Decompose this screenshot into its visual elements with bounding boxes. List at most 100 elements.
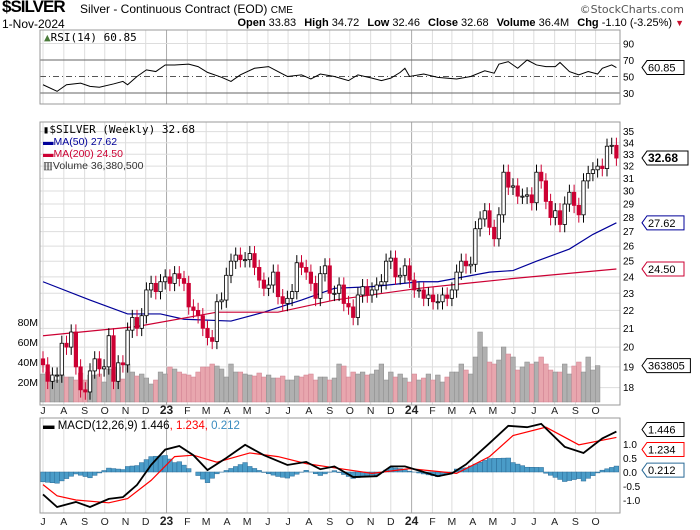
volume-bar xyxy=(369,373,375,403)
candle-body xyxy=(369,289,375,296)
macd-histogram-bar xyxy=(543,471,549,474)
candle-body xyxy=(191,306,196,311)
volume-bar xyxy=(407,381,413,403)
macd-histogram-bar xyxy=(515,463,521,473)
panel-border xyxy=(39,29,621,105)
volume-bar xyxy=(270,377,276,403)
macd-value-tag-box xyxy=(641,422,685,438)
macd-tick-label: 1.0 xyxy=(623,440,637,451)
candle-body xyxy=(501,171,506,216)
macd-histogram-bar xyxy=(82,471,88,477)
candle-body xyxy=(233,254,238,262)
macd-histogram-bar xyxy=(172,462,178,473)
candle-body xyxy=(144,289,149,317)
candle-body xyxy=(318,273,323,299)
candle-body xyxy=(496,214,502,240)
candle-body xyxy=(327,265,332,294)
month-label: O xyxy=(591,516,599,528)
candle-body xyxy=(120,362,125,366)
candle-body xyxy=(487,210,492,228)
month-label: M xyxy=(243,516,252,528)
macd-histogram-bar xyxy=(538,467,544,473)
price-tick-label: 29 xyxy=(623,200,635,211)
macd-histogram-bar xyxy=(552,471,558,478)
macd-histogram-bar xyxy=(313,471,319,475)
candle-body xyxy=(421,289,426,299)
close-label: Close xyxy=(428,17,458,29)
ma50-legend: ▬MA(50) 27.62 xyxy=(43,136,195,148)
candle-body xyxy=(134,317,140,329)
volume-bar xyxy=(303,374,309,403)
volume-bar xyxy=(266,374,272,403)
macd-histogram-bar xyxy=(237,464,244,473)
rsi-value-tag: 60.85 xyxy=(648,63,676,75)
month-label: J xyxy=(40,405,45,417)
macd-histogram-bar xyxy=(322,471,328,475)
price-tick-label: 21 xyxy=(623,324,635,335)
month-label: A xyxy=(223,516,230,528)
volume-bar xyxy=(120,378,126,403)
month-label: O xyxy=(101,405,109,417)
panel-border xyxy=(39,417,621,514)
candle-body xyxy=(351,306,356,318)
macd-histogram-bar xyxy=(96,471,103,474)
volume-bar xyxy=(472,356,478,403)
volume-bar xyxy=(425,373,431,403)
month-label: A xyxy=(60,405,67,417)
candle-body xyxy=(167,276,172,284)
volume-bar xyxy=(585,356,591,403)
month-label: N xyxy=(122,516,130,528)
macd-histogram-bar xyxy=(214,471,220,475)
macd-tick-label: 0.0 xyxy=(623,468,637,479)
macd-histogram-bar xyxy=(186,468,192,473)
volume-bar xyxy=(237,371,244,403)
macd-histogram-bar xyxy=(110,468,117,473)
ma50-value-tag: 27.62 xyxy=(648,218,676,230)
volume-bar xyxy=(374,369,380,403)
candle-body xyxy=(153,282,158,293)
volume-bar xyxy=(139,373,145,403)
macd-histogram-bar xyxy=(101,470,107,473)
candle-body xyxy=(55,374,60,377)
month-label: M xyxy=(488,516,497,528)
macd-histogram-bar xyxy=(604,468,610,473)
volume-tick-label: 20M xyxy=(18,377,38,389)
close-value: 32.68 xyxy=(461,17,489,29)
month-label: F xyxy=(184,405,190,417)
month-label: A xyxy=(551,516,558,528)
price-tick-label: 18 xyxy=(623,383,635,394)
month-label: A xyxy=(223,405,230,417)
macd-histogram-bar xyxy=(529,467,535,473)
volume-bar xyxy=(251,375,258,403)
symbol-title: $SILVER xyxy=(2,0,66,16)
volume-bar xyxy=(345,376,352,403)
candle-body xyxy=(459,260,464,273)
macd-histogram-bar xyxy=(45,471,51,483)
rsi-tick-label: 70 xyxy=(623,56,635,67)
macd-histogram-bar xyxy=(92,471,98,476)
volume-bar xyxy=(148,383,154,403)
symbol-description: Silver - Continuous Contract (EOD) CME xyxy=(80,2,293,18)
candle-body xyxy=(271,271,276,286)
volume-bar xyxy=(172,368,178,403)
volume-bar xyxy=(219,368,225,403)
rsi-legend-text: RSI(14) 60.85 xyxy=(50,31,137,44)
month-label: O xyxy=(346,405,354,417)
exchange: CME xyxy=(270,5,293,16)
candle-body xyxy=(548,201,553,218)
volume-bar xyxy=(529,363,535,403)
rsi-line xyxy=(42,59,617,92)
candle-body xyxy=(539,171,544,182)
volume-bar xyxy=(228,363,234,403)
macd-histogram-bar xyxy=(557,471,563,480)
macd-histogram-bar xyxy=(595,471,601,474)
candle-body xyxy=(285,297,290,304)
candle-body xyxy=(106,335,111,368)
volume-bar xyxy=(360,371,366,403)
macd-histogram-bar xyxy=(78,471,84,476)
price-tick-label: 30 xyxy=(623,187,635,198)
stockcharts-logo[interactable]: ©StockCharts.com xyxy=(579,3,684,16)
volume-bar xyxy=(256,372,262,403)
macd-histogram-bar xyxy=(482,460,488,473)
